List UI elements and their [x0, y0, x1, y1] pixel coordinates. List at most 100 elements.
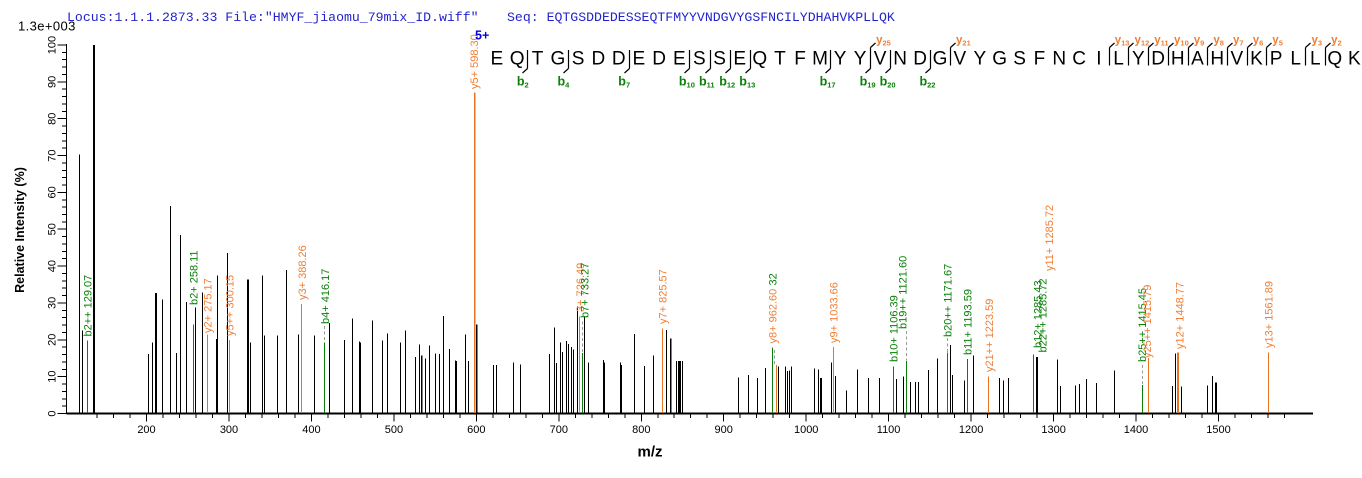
svg-text:V: V: [954, 49, 967, 70]
svg-text:M: M: [812, 49, 828, 70]
svg-text:70: 70: [47, 149, 59, 161]
svg-text:b10+ 1106.39: b10+ 1106.39: [889, 295, 901, 362]
svg-text:K: K: [1250, 49, 1263, 70]
svg-text:H: H: [1210, 49, 1224, 70]
svg-text:y13+ 1561.89: y13+ 1561.89: [1264, 281, 1276, 348]
svg-text:90: 90: [47, 76, 59, 88]
svg-text:b19++ 1121.60: b19++ 1121.60: [898, 256, 910, 329]
svg-text:b2++ 129.07: b2++ 129.07: [83, 275, 95, 337]
svg-text:S: S: [1013, 49, 1026, 70]
svg-text:y8: y8: [1213, 35, 1224, 48]
svg-text:80: 80: [47, 113, 59, 125]
svg-text:1300: 1300: [1041, 424, 1065, 436]
svg-text:P: P: [1270, 49, 1283, 70]
svg-text:b12+ 1285.43: b12+ 1285.43: [1033, 280, 1045, 348]
svg-text:y5+ 598.30: y5+ 598.30: [469, 34, 481, 89]
svg-text:D: D: [612, 49, 626, 70]
svg-text:1500: 1500: [1206, 424, 1230, 436]
svg-text:30: 30: [47, 297, 59, 309]
svg-text:S: S: [713, 49, 726, 70]
svg-text:D: D: [592, 49, 606, 70]
svg-text:S: S: [693, 49, 706, 70]
svg-text:C: C: [1072, 49, 1086, 70]
svg-text:20: 20: [47, 334, 59, 346]
svg-text:D: D: [913, 49, 927, 70]
svg-text:1.3e+003: 1.3e+003: [18, 19, 76, 34]
svg-text:900: 900: [715, 424, 733, 436]
svg-text:T: T: [774, 49, 786, 70]
svg-text:600: 600: [467, 424, 485, 436]
svg-text:L: L: [1310, 49, 1321, 70]
svg-text:500: 500: [385, 424, 403, 436]
svg-text:y12+ 1448.77: y12+ 1448.77: [1175, 282, 1187, 349]
svg-text:Relative Intensity (%): Relative Intensity (%): [13, 167, 27, 293]
svg-text:G: G: [551, 49, 566, 70]
svg-text:S: S: [572, 49, 585, 70]
svg-text:L: L: [1290, 49, 1301, 70]
svg-text:y9+ 1033.66: y9+ 1033.66: [829, 282, 841, 343]
svg-text:G: G: [933, 49, 948, 70]
svg-text:m/z: m/z: [637, 444, 662, 461]
svg-text:32: 32: [767, 273, 779, 285]
svg-text:D: D: [652, 49, 666, 70]
svg-text:I: I: [1096, 49, 1101, 70]
svg-text:1200: 1200: [959, 424, 983, 436]
svg-text:b22++ 1285.72: b22++ 1285.72: [1038, 278, 1050, 352]
svg-text:y5: y5: [1272, 35, 1283, 48]
svg-text:y25++ 1415.79: y25++ 1415.79: [1142, 285, 1154, 358]
svg-text:y21: y21: [956, 35, 971, 48]
svg-text:y11: y11: [1154, 35, 1168, 48]
svg-text:40: 40: [47, 260, 59, 272]
svg-text:F: F: [794, 49, 806, 70]
svg-text:N: N: [893, 49, 907, 70]
svg-text:E: E: [733, 49, 746, 70]
svg-text:0: 0: [47, 410, 59, 416]
svg-text:700: 700: [550, 424, 568, 436]
svg-text:E: E: [491, 49, 504, 70]
svg-text:T: T: [532, 49, 544, 70]
svg-text:y9: y9: [1194, 35, 1205, 48]
svg-text:y25: y25: [876, 35, 891, 48]
svg-text:Y: Y: [973, 49, 986, 70]
svg-text:F: F: [1034, 49, 1046, 70]
svg-text:y2+ 275.17: y2+ 275.17: [203, 278, 215, 333]
svg-text:800: 800: [632, 424, 650, 436]
svg-text:b11+ 1193.59: b11+ 1193.59: [963, 289, 975, 355]
svg-text:E: E: [673, 49, 686, 70]
svg-text:y6: y6: [1253, 35, 1264, 48]
svg-text:60: 60: [47, 186, 59, 198]
svg-text:H: H: [1171, 49, 1185, 70]
svg-text:10: 10: [47, 370, 59, 382]
svg-text:y7+ 825.57: y7+ 825.57: [657, 269, 669, 324]
svg-text:1000: 1000: [794, 424, 818, 436]
svg-text:y7: y7: [1233, 35, 1244, 48]
svg-text:5+: 5+: [475, 29, 489, 43]
svg-text:L: L: [1113, 49, 1124, 70]
svg-text:Y: Y: [854, 49, 867, 70]
svg-text:y3+ 388.26: y3+ 388.26: [297, 245, 309, 300]
svg-text:Seq: EQTGSDDEDESSEQTFMYYVNDGVY: Seq: EQTGSDDEDESSEQTFMYYVNDGVYGSFNCILYDH…: [507, 10, 895, 25]
svg-text:1400: 1400: [1124, 424, 1148, 436]
svg-text:300: 300: [220, 424, 238, 436]
svg-text:y12: y12: [1135, 35, 1150, 48]
svg-text:N: N: [1052, 49, 1066, 70]
svg-text:100: 100: [47, 36, 59, 54]
svg-text:b2: b2: [517, 75, 529, 90]
svg-text:y5++ 300.15: y5++ 300.15: [224, 275, 236, 336]
svg-text:y2: y2: [1331, 35, 1342, 48]
svg-text:Q: Q: [1327, 49, 1342, 70]
svg-text:b7: b7: [618, 75, 630, 90]
svg-text:A: A: [1191, 49, 1204, 70]
svg-text:V: V: [1230, 49, 1243, 70]
svg-text:200: 200: [137, 424, 155, 436]
svg-text:b25++ 1415.45: b25++ 1415.45: [1137, 288, 1149, 362]
svg-text:Q: Q: [510, 49, 525, 70]
svg-text:V: V: [874, 49, 887, 70]
svg-text:K: K: [1348, 49, 1361, 70]
svg-text:y13: y13: [1115, 35, 1130, 48]
svg-text:y11+ 1285.72: y11+ 1285.72: [1044, 205, 1056, 271]
svg-text:b20++ 1171.67: b20++ 1171.67: [942, 264, 954, 337]
svg-text:b7+ 733.27: b7+ 733.27: [580, 263, 592, 318]
svg-text:50: 50: [47, 223, 59, 235]
svg-text:y3: y3: [1312, 35, 1323, 48]
